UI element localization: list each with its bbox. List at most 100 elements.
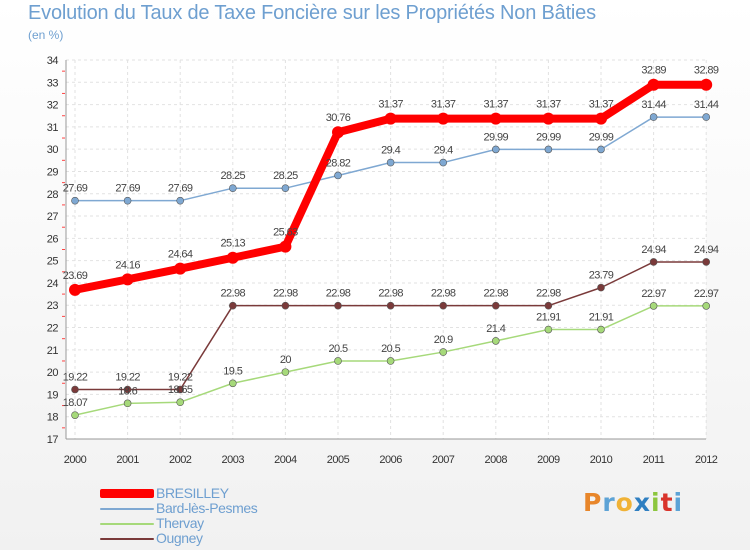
y-tick-label: 19 xyxy=(47,389,59,401)
data-label-ougney: 22.98 xyxy=(536,288,561,300)
data-label-ougney: 19.22 xyxy=(115,372,140,384)
data-point-ougney xyxy=(702,258,711,266)
data-label-bresilley: 25.63 xyxy=(273,227,298,239)
y-tick-label: 26 xyxy=(47,233,59,245)
data-label-thervay: 20.5 xyxy=(381,343,400,355)
data-point-bard-les-pesmes xyxy=(649,113,658,121)
data-point-bard-les-pesmes xyxy=(176,196,184,205)
chart-subtitle: (en %) xyxy=(28,28,64,42)
data-point-bard-les-pesmes xyxy=(439,158,448,167)
data-label-thervay: 22.97 xyxy=(641,288,666,300)
data-label-thervay: 21.4 xyxy=(486,323,505,335)
legend-item-bresilley: BRESILLEY xyxy=(100,486,257,501)
proxiti-logo: Proxiti xyxy=(583,488,684,517)
legend-swatch xyxy=(100,507,154,510)
x-tick-label: 2002 xyxy=(169,454,192,466)
data-label-bard-les-pesmes: 29.4 xyxy=(434,145,453,157)
data-label-bresilley: 23.69 xyxy=(63,270,88,282)
x-tick-label: 2010 xyxy=(590,454,613,466)
data-point-ougney xyxy=(176,385,184,394)
data-point-thervay xyxy=(123,399,132,408)
data-label-bard-les-pesmes: 29.99 xyxy=(484,131,509,143)
data-point-ougney xyxy=(491,301,500,310)
data-point-bresilley xyxy=(174,262,187,275)
data-label-bard-les-pesmes: 27.69 xyxy=(115,183,140,195)
legend-item-ougney: Ougney xyxy=(100,531,257,546)
data-point-ougney xyxy=(597,283,605,292)
y-tick-label: 25 xyxy=(47,256,59,268)
legend-item-bard-les-pesmes: Bard-lès-Pesmes xyxy=(100,501,258,516)
x-tick-label: 2005 xyxy=(327,454,350,466)
y-tick-label: 32 xyxy=(47,100,59,112)
y-tick-label: 31 xyxy=(47,122,59,134)
data-label-thervay: 21.91 xyxy=(536,312,561,324)
data-point-thervay xyxy=(702,302,711,310)
data-label-bard-les-pesmes: 29.4 xyxy=(381,145,400,157)
data-point-bard-les-pesmes xyxy=(491,145,500,154)
legend-item-thervay: Thervay xyxy=(100,516,257,531)
x-tick-label: 2007 xyxy=(432,454,455,466)
data-label-thervay: 18.6 xyxy=(118,385,137,397)
y-tick-label: 18 xyxy=(47,412,59,424)
data-label-bresilley: 32.89 xyxy=(641,65,666,77)
data-label-bard-les-pesmes: 31.44 xyxy=(641,99,666,111)
data-label-bard-les-pesmes: 29.99 xyxy=(536,131,561,143)
data-point-ougney xyxy=(544,301,553,310)
y-tick-label: 17 xyxy=(47,434,59,446)
data-label-thervay: 20.5 xyxy=(328,343,347,355)
chart-legend: BRESILLEY Bard-lès-Pesmes Thervay Ougney xyxy=(100,486,258,546)
data-label-bresilley: 31.37 xyxy=(484,99,509,111)
x-tick-label: 2009 xyxy=(537,454,560,466)
data-point-thervay xyxy=(176,398,184,407)
y-tick-label: 29 xyxy=(47,166,59,178)
y-tick-label: 24 xyxy=(47,278,59,290)
data-label-ougney: 22.98 xyxy=(326,288,351,300)
data-label-bresilley: 31.37 xyxy=(378,99,403,111)
data-point-bresilley xyxy=(542,112,555,125)
y-tick-label: 34 xyxy=(47,55,59,67)
data-label-thervay: 18.07 xyxy=(63,397,88,409)
data-label-bresilley: 31.37 xyxy=(431,99,456,111)
data-point-thervay xyxy=(439,348,448,356)
data-label-bard-les-pesmes: 28.25 xyxy=(221,170,246,182)
data-label-ougney: 24.94 xyxy=(694,244,719,256)
data-label-ougney: 19.22 xyxy=(168,372,193,384)
legend-label: Ougney xyxy=(156,530,203,546)
data-point-ougney xyxy=(229,301,237,310)
data-label-bresilley: 30.76 xyxy=(326,112,351,124)
data-point-bard-les-pesmes xyxy=(71,196,79,205)
data-label-bresilley: 25.13 xyxy=(221,238,246,250)
data-point-bresilley xyxy=(595,112,607,125)
data-point-bard-les-pesmes xyxy=(597,145,605,154)
data-label-bard-les-pesmes: 28.82 xyxy=(326,157,351,169)
data-point-thervay xyxy=(71,411,79,419)
data-label-bresilley: 31.37 xyxy=(536,99,561,111)
legend-swatch xyxy=(100,537,154,540)
data-label-ougney: 22.98 xyxy=(431,288,456,300)
data-point-bresilley xyxy=(700,78,713,91)
data-point-thervay xyxy=(491,337,500,345)
data-point-ougney xyxy=(281,301,290,310)
y-tick-label: 27 xyxy=(47,211,59,223)
data-point-bard-les-pesmes xyxy=(229,184,237,192)
y-tick-label: 21 xyxy=(47,345,59,357)
data-point-ougney xyxy=(386,301,395,310)
x-tick-label: 2008 xyxy=(485,454,508,466)
data-point-bard-les-pesmes xyxy=(386,158,395,167)
data-label-bard-les-pesmes: 31.44 xyxy=(694,99,719,111)
data-label-ougney: 22.98 xyxy=(378,288,403,300)
data-point-bresilley xyxy=(332,126,344,139)
data-point-bresilley xyxy=(384,112,397,125)
data-label-bresilley: 31.37 xyxy=(589,99,614,111)
data-point-bard-les-pesmes xyxy=(544,145,553,154)
data-point-ougney xyxy=(334,301,342,310)
data-point-ougney xyxy=(439,301,448,310)
y-tick-label: 33 xyxy=(47,77,59,89)
data-label-bard-les-pesmes: 28.25 xyxy=(273,170,298,182)
x-tick-label: 2003 xyxy=(222,454,245,466)
data-label-bresilley: 32.89 xyxy=(694,65,719,77)
data-label-thervay: 21.91 xyxy=(589,312,614,324)
x-tick-label: 2000 xyxy=(64,454,87,466)
data-label-thervay: 20 xyxy=(280,354,292,366)
